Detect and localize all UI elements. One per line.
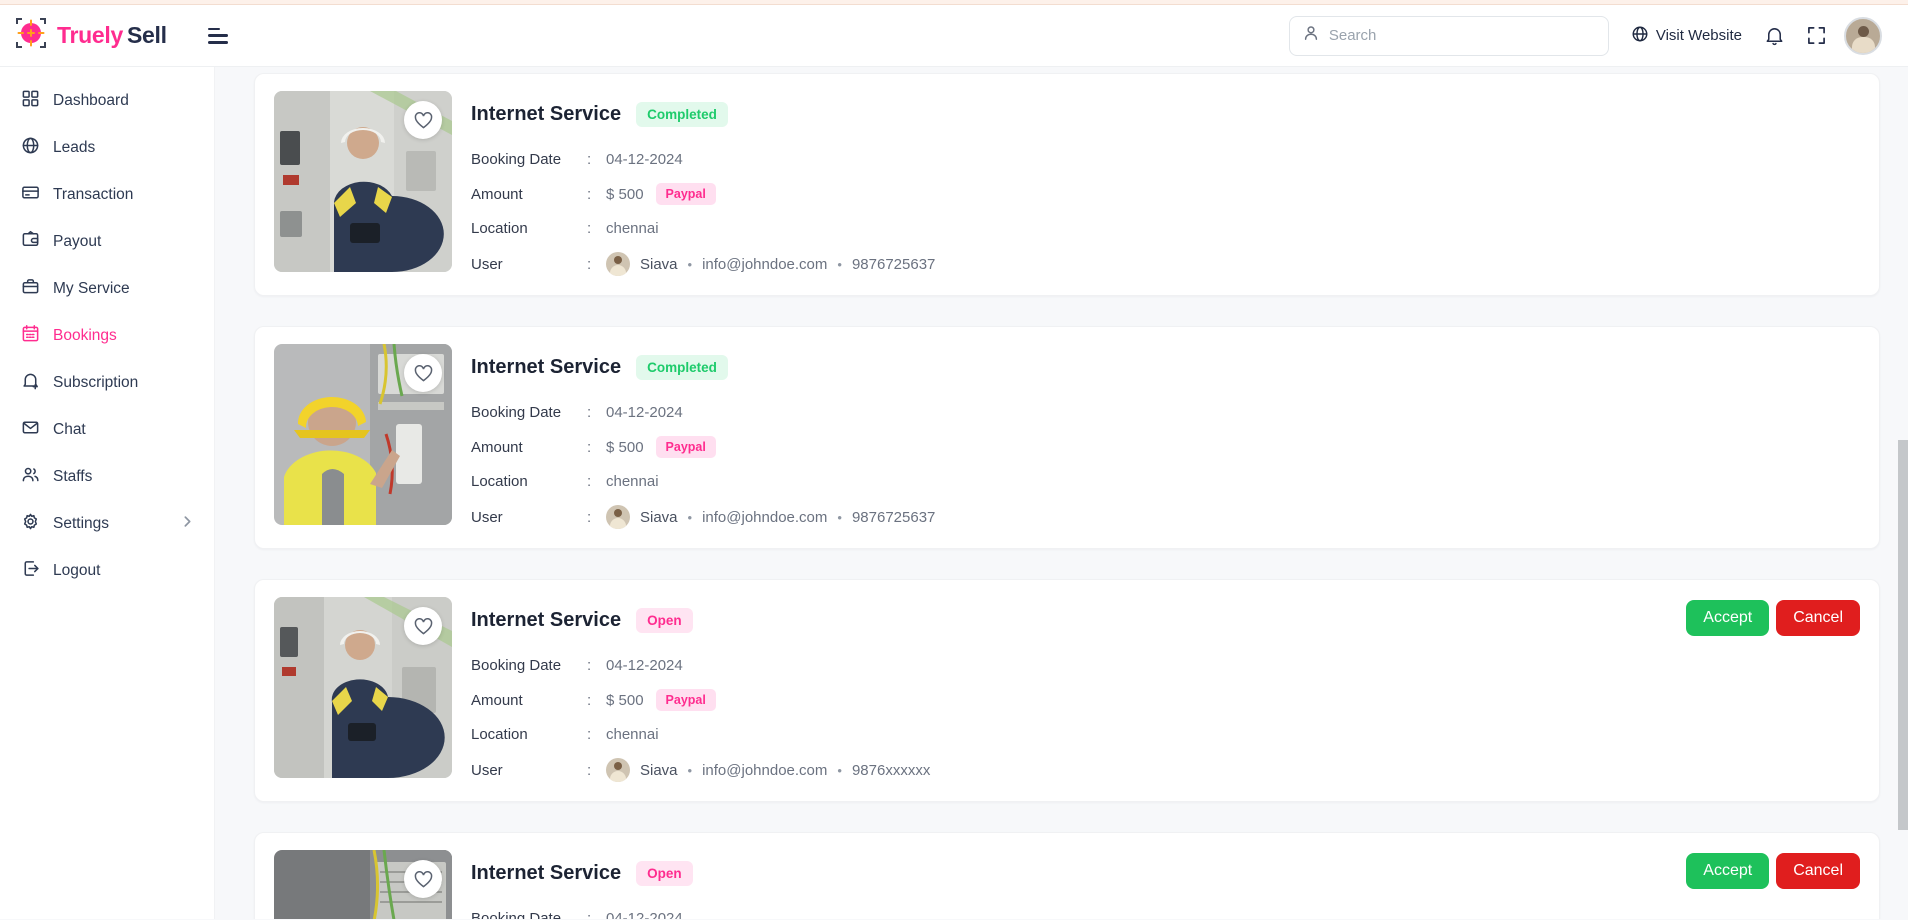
customer-name: Siava [640, 255, 678, 273]
sidebar-item-payout[interactable]: Payout [0, 218, 214, 265]
service-photo-electrician-yellow-hat [274, 344, 452, 525]
location-row: Location: chennai [471, 473, 659, 490]
amount-row: Amount: $ 500 Paypal [471, 183, 935, 205]
search-user-icon [1302, 24, 1320, 47]
service-photo-technician-panel [274, 91, 452, 272]
service-photo-technician-panel [274, 597, 452, 778]
accept-button[interactable]: Accept [1686, 853, 1770, 889]
brand-name: Truely Sell [57, 22, 167, 48]
booking-title: Internet Service [471, 356, 622, 378]
search-input-wrapper [1288, 15, 1609, 56]
booking-title: Internet Service [471, 609, 622, 631]
booking-title: Internet Service [471, 862, 622, 884]
booking-card: Internet Service Open Booking Date: 04-1… [254, 832, 1880, 919]
cancel-button[interactable]: Cancel [1776, 600, 1860, 636]
customer-avatar [606, 505, 630, 529]
customer-phone: 9876725637 [851, 508, 936, 526]
booking-card: Internet Service Completed Booking Date:… [254, 326, 1880, 549]
sidebar-item-chat[interactable]: Chat [0, 406, 214, 453]
logout-icon [21, 559, 40, 583]
sidebar-item-subscription[interactable]: Subscription [0, 359, 214, 406]
service-photo-yellow-helmet-panel [274, 850, 452, 919]
globe-icon [1631, 25, 1649, 47]
amount-row: Amount: $ 500 Paypal [471, 436, 935, 458]
sidebar-item-bookings[interactable]: Bookings [0, 312, 214, 359]
brand-logo[interactable]: Truely Sell [14, 16, 206, 55]
booking-date-row: Booking Date: 04-12-2024 [471, 910, 683, 919]
favorite-heart-button[interactable] [404, 607, 442, 645]
notifications-bell-icon[interactable] [1764, 25, 1785, 46]
sidebar-item-staffs[interactable]: Staffs [0, 453, 214, 500]
location-row: Location: chennai [471, 220, 659, 237]
customer-email: info@johndoe.com [702, 508, 828, 526]
sidebar-item-transaction[interactable]: Transaction [0, 171, 214, 218]
customer-phone: 9876xxxxxx [851, 761, 931, 779]
status-badge: Open [636, 608, 693, 633]
location-row: Location: chennai [471, 726, 659, 743]
sidebar-item-settings[interactable]: Settings [0, 500, 214, 547]
dashboard-grid-icon [21, 89, 40, 113]
sidebar-item-dashboard[interactable]: Dashboard [0, 77, 214, 124]
user-row: User: Siava • info@johndoe.com • 9876725… [471, 252, 935, 276]
scrollbar-thumb[interactable] [1898, 440, 1908, 830]
customer-avatar [606, 758, 630, 782]
fullscreen-icon[interactable] [1807, 26, 1826, 45]
booking-card: Internet Service Open Booking Date: 04-1… [254, 579, 1880, 802]
gear-icon [21, 512, 40, 536]
customer-email: info@johndoe.com [702, 255, 828, 273]
payment-method-badge: Paypal [655, 436, 716, 458]
booking-card: Internet Service Completed Booking Date:… [254, 73, 1880, 296]
booking-date-row: Booking Date: 04-12-2024 [471, 404, 683, 421]
customer-avatar [606, 252, 630, 276]
booking-date-row: Booking Date: 04-12-2024 [471, 151, 683, 168]
search-input[interactable] [1328, 27, 1596, 44]
bell-plus-icon [21, 371, 40, 395]
amount-row: Amount: $ 500 Paypal [471, 689, 930, 711]
user-row: User: Siava • info@johndoe.com • 9876xxx… [471, 758, 930, 782]
wallet-icon [21, 230, 40, 254]
bookings-list: Internet Service Completed Booking Date:… [215, 67, 1908, 919]
favorite-heart-button[interactable] [404, 354, 442, 392]
briefcase-icon [21, 277, 40, 301]
visit-website-link[interactable]: Visit Website [1631, 25, 1742, 47]
brand-target-icon [14, 16, 48, 55]
credit-card-icon [21, 183, 40, 207]
payment-method-badge: Paypal [655, 183, 716, 205]
status-badge: Completed [636, 102, 728, 127]
envelope-icon [21, 418, 40, 442]
page-top-strip [0, 0, 1908, 5]
people-icon [21, 465, 40, 489]
user-avatar[interactable] [1844, 16, 1882, 55]
favorite-heart-button[interactable] [404, 101, 442, 139]
sidebar-item-logout[interactable]: Logout [0, 547, 214, 594]
accept-button[interactable]: Accept [1686, 600, 1770, 636]
calendar-icon [21, 324, 40, 348]
page-scrollbar [1898, 68, 1908, 920]
sidebar: Dashboard Leads Transaction [0, 67, 215, 919]
sidebar-item-leads[interactable]: Leads [0, 124, 214, 171]
favorite-heart-button[interactable] [404, 860, 442, 898]
sidebar-item-my-service[interactable]: My Service [0, 265, 214, 312]
globe-icon [21, 136, 40, 160]
payment-method-badge: Paypal [655, 689, 716, 711]
customer-phone: 9876725637 [851, 255, 936, 273]
customer-email: info@johndoe.com [702, 761, 828, 779]
user-row: User: Siava • info@johndoe.com • 9876725… [471, 505, 935, 529]
status-badge: Open [636, 861, 693, 886]
booking-date-row: Booking Date: 04-12-2024 [471, 657, 683, 674]
chevron-right-icon [181, 515, 194, 533]
status-badge: Completed [636, 355, 728, 380]
customer-name: Siava [640, 761, 678, 779]
customer-name: Siava [640, 508, 678, 526]
booking-title: Internet Service [471, 103, 622, 125]
cancel-button[interactable]: Cancel [1776, 853, 1860, 889]
sidebar-toggle-icon[interactable] [208, 27, 230, 44]
